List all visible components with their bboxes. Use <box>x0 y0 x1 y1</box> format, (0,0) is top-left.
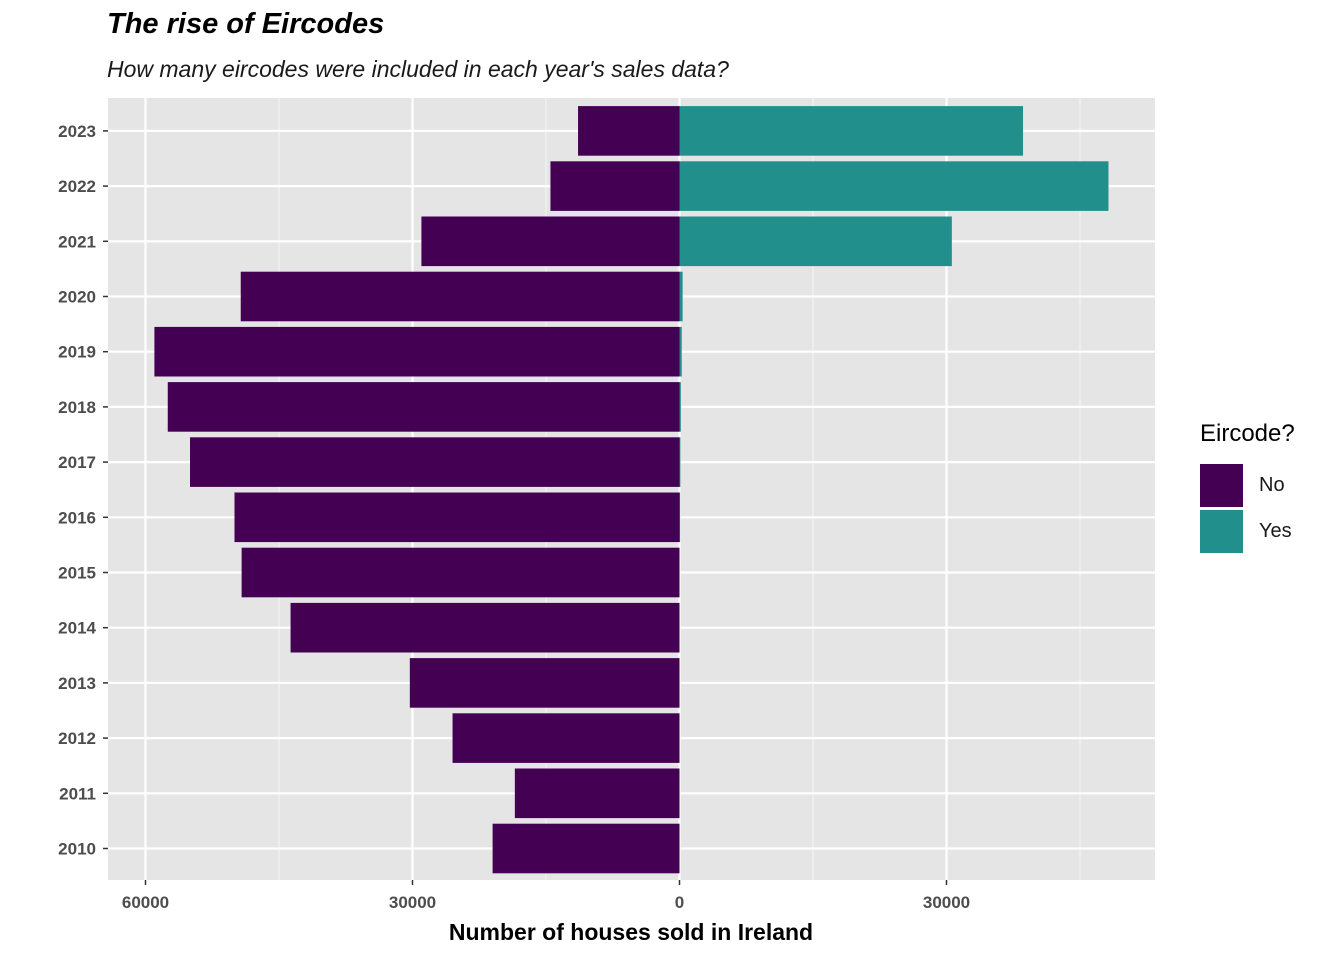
y-tick-label: 2012 <box>58 729 96 748</box>
chart-subtitle: How many eircodes were included in each … <box>107 56 729 82</box>
y-tick-label: 2010 <box>58 840 96 859</box>
bar-no-2020 <box>240 271 680 322</box>
bar-no-2022 <box>550 161 680 211</box>
y-tick-label: 2023 <box>58 122 96 141</box>
bar-yes-2019 <box>679 326 682 377</box>
x-tick-label: 30000 <box>389 893 436 912</box>
bar-yes-2021 <box>679 216 952 267</box>
bar-no-2023 <box>578 106 680 156</box>
y-tick-label: 2017 <box>58 453 96 472</box>
x-tick-label: 0 <box>675 893 684 912</box>
y-tick-label: 2015 <box>58 564 96 583</box>
x-axis: 60000 30000 0 30000 <box>122 880 970 912</box>
x-axis-title: Number of houses sold in Ireland <box>449 919 813 945</box>
bar-no-2015 <box>241 547 680 598</box>
legend: Eircode? No Yes <box>1200 420 1295 554</box>
bar-yes-2018 <box>679 382 681 432</box>
bar-yes-2023 <box>679 106 1024 156</box>
bar-yes-2017 <box>679 437 681 487</box>
y-tick-label: 2021 <box>58 232 96 251</box>
y-axis: 2010 2011 2012 2013 2014 2015 2016 2017 2018 2019… <box>58 122 108 859</box>
legend-swatch-yes <box>1200 509 1243 553</box>
bar-no-2010 <box>492 823 680 874</box>
bar-no-2018 <box>167 382 680 432</box>
bar-no-2013 <box>409 658 680 708</box>
bar-no-2019 <box>154 326 680 377</box>
legend-item-yes: Yes <box>1200 508 1295 554</box>
legend-title: Eircode? <box>1200 420 1295 447</box>
legend-item-no: No <box>1200 462 1295 508</box>
y-tick-label: 2020 <box>58 288 96 307</box>
y-tick-label: 2019 <box>58 343 96 362</box>
legend-label-yes: Yes <box>1259 519 1292 542</box>
bar-no-2016 <box>234 492 680 543</box>
y-tick-label: 2022 <box>58 177 96 196</box>
y-tick-label: 2013 <box>58 674 96 693</box>
y-tick-label: 2018 <box>58 398 96 417</box>
bar-no-2021 <box>421 216 680 267</box>
chart-title: The rise of Eircodes <box>107 8 385 40</box>
y-tick-label: 2011 <box>59 784 96 803</box>
y-tick-label: 2016 <box>58 508 96 527</box>
bar-no-2011 <box>514 768 680 819</box>
x-tick-label: 30000 <box>923 893 970 912</box>
bars <box>154 106 1109 874</box>
bar-yes-2016 <box>679 492 681 543</box>
bar-no-2012 <box>452 713 680 763</box>
bar-yes-2020 <box>679 271 683 322</box>
bar-yes-2022 <box>679 161 1109 211</box>
legend-swatch-no <box>1200 463 1243 507</box>
bar-no-2014 <box>290 602 680 653</box>
bar-no-2017 <box>190 437 680 487</box>
y-tick-label: 2014 <box>58 619 96 638</box>
legend-label-no: No <box>1259 473 1285 496</box>
x-tick-label: 60000 <box>122 893 169 912</box>
